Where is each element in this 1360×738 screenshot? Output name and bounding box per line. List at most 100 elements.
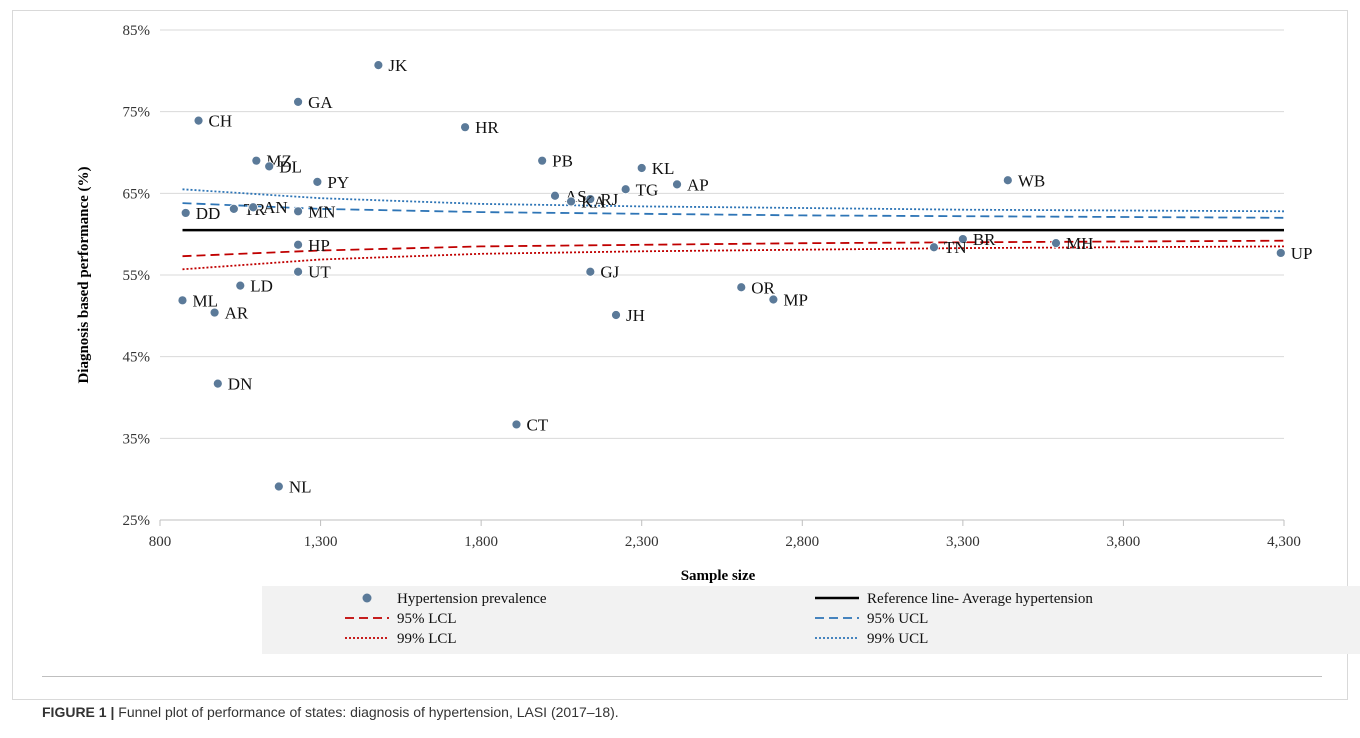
- data-point-br: [957, 234, 968, 244]
- data-point-mp: [768, 294, 779, 305]
- data-label-nl: NL: [289, 478, 312, 497]
- y-axis-title: Diagnosis based performance (%): [76, 166, 92, 383]
- data-label-ut: UT: [308, 263, 331, 282]
- x-tick-label: 3,800: [1107, 534, 1141, 550]
- line-95-lcl: [182, 239, 1285, 258]
- data-point-dn: [212, 378, 223, 389]
- data-label-ka: KA: [581, 193, 606, 212]
- data-label-dd: DD: [196, 204, 221, 223]
- caption-figure-label: FIGURE 1 |: [42, 704, 115, 720]
- data-label-ch: CH: [209, 112, 233, 131]
- data-label-an: AN: [263, 198, 288, 217]
- y-tick-label: 75%: [123, 105, 151, 121]
- data-point-ut: [293, 266, 303, 277]
- data-point-ld: [235, 280, 246, 291]
- x-tick-label: 2,300: [625, 534, 659, 550]
- data-label-ga: GA: [308, 93, 333, 112]
- data-point-jk: [373, 60, 384, 71]
- data-point-jh: [611, 310, 621, 320]
- data-point-mh: [1051, 238, 1061, 249]
- line-99-ucl: [182, 188, 1285, 213]
- data-label-py: PY: [327, 173, 349, 192]
- data-label-mh: MH: [1066, 234, 1093, 253]
- data-label-up: UP: [1291, 244, 1313, 263]
- data-label-ar: AR: [225, 304, 249, 323]
- data-point-dd: [180, 208, 191, 218]
- legend-label-99-lcl: 99% LCL: [397, 631, 457, 647]
- x-tick-label: 2,800: [785, 534, 819, 550]
- data-point-an: [248, 202, 259, 213]
- y-tick-label: 25%: [123, 513, 151, 529]
- caption-divider: [42, 676, 1322, 677]
- data-label-jk: JK: [388, 56, 408, 75]
- data-point-ct: [511, 419, 522, 430]
- data-point-mn: [293, 206, 303, 217]
- data-point-ar: [209, 307, 220, 318]
- legend-label-99-ucl: 99% UCL: [867, 631, 928, 647]
- data-label-mn: MN: [308, 202, 335, 221]
- x-tick-label: 1,800: [464, 534, 498, 550]
- data-point-wb: [1002, 175, 1013, 186]
- data-point-hp: [293, 239, 303, 250]
- data-label-rj: RJ: [600, 190, 618, 209]
- line-99-lcl: [182, 245, 1285, 271]
- data-label-ld: LD: [250, 277, 273, 296]
- data-label-ml: ML: [192, 291, 218, 310]
- data-point-tr: [228, 203, 239, 214]
- data-label-hr: HR: [475, 118, 499, 137]
- data-point-ap: [672, 179, 682, 190]
- legend-label-reference-line-average-hypertension: Reference line- Average hypertension: [867, 591, 1093, 607]
- y-tick-label: 55%: [123, 268, 151, 284]
- y-tick-label: 45%: [123, 350, 151, 366]
- legend-label-hypertension-prevalence: Hypertension prevalence: [397, 591, 547, 607]
- data-point-py: [312, 176, 323, 187]
- data-label-dl: DL: [279, 157, 302, 176]
- x-tick-label: 3,300: [946, 534, 980, 550]
- data-point-tg: [620, 184, 631, 195]
- x-tick-label: 1,300: [304, 534, 338, 550]
- caption-text: Funnel plot of performance of states: di…: [114, 704, 619, 720]
- x-tick-label: 4,300: [1267, 534, 1301, 550]
- data-label-hp: HP: [308, 236, 330, 255]
- data-point-or: [736, 282, 747, 293]
- data-point-gj: [585, 266, 596, 277]
- data-label-wb: WB: [1018, 171, 1045, 190]
- data-point-up: [1275, 248, 1286, 258]
- data-point-dl: [264, 161, 275, 172]
- line-95-ucl: [182, 202, 1285, 219]
- data-point-as: [550, 190, 560, 201]
- data-point-nl: [273, 481, 284, 492]
- data-label-dn: DN: [228, 375, 253, 394]
- data-label-tg: TG: [636, 180, 659, 199]
- data-label-kl: KL: [652, 159, 675, 178]
- y-tick-label: 65%: [123, 186, 151, 202]
- data-point-ml: [177, 295, 188, 306]
- data-label-tn: TN: [944, 238, 967, 257]
- x-axis-title: Sample size: [681, 568, 756, 584]
- legend-marker-hypertension-prevalence: [362, 593, 372, 603]
- data-point-mz: [251, 155, 262, 166]
- legend-label-95-lcl: 95% LCL: [397, 611, 457, 627]
- legend-label-95-ucl: 95% UCL: [867, 611, 928, 627]
- data-point-ch: [193, 115, 204, 126]
- y-tick-label: 35%: [123, 431, 151, 447]
- data-label-jh: JH: [626, 306, 645, 325]
- data-label-or: OR: [751, 278, 775, 297]
- x-tick-label: 800: [149, 534, 172, 550]
- data-label-mp: MP: [783, 291, 808, 310]
- y-tick-label: 85%: [123, 23, 151, 39]
- data-point-tn: [929, 242, 939, 253]
- data-label-ap: AP: [687, 175, 709, 194]
- data-label-pb: PB: [552, 152, 573, 171]
- data-point-ka: [566, 196, 576, 207]
- figure-frame: [12, 10, 1348, 700]
- legend-background: [262, 586, 1360, 654]
- data-point-hr: [460, 122, 470, 133]
- data-label-ct: CT: [526, 415, 548, 434]
- data-point-rj: [585, 194, 596, 204]
- data-point-pb: [537, 155, 548, 166]
- data-label-gj: GJ: [600, 263, 619, 282]
- data-point-ga: [293, 96, 303, 107]
- figure-caption: FIGURE 1 | Funnel plot of performance of…: [42, 704, 619, 720]
